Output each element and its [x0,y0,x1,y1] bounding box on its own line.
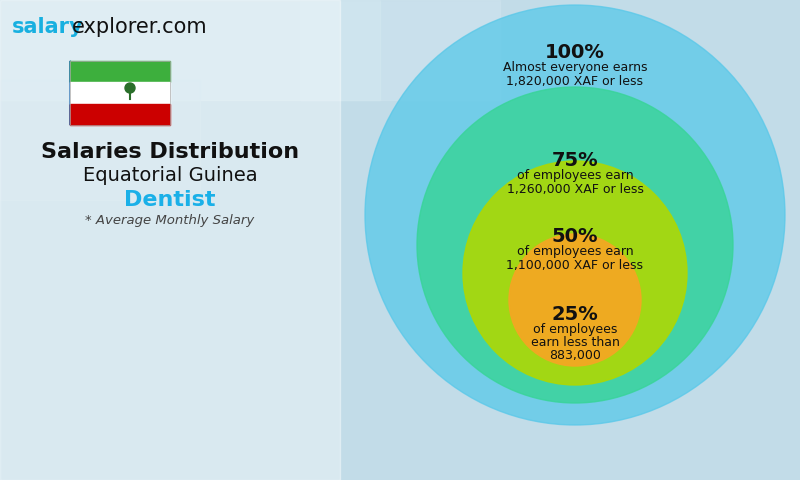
Polygon shape [70,61,116,125]
Text: * Average Monthly Salary: * Average Monthly Salary [86,214,254,227]
Bar [70,104,170,125]
Bar [300,0,500,100]
Circle shape [125,83,135,93]
Bar [0,0,340,480]
Bar [0,0,380,100]
Text: 1,260,000 XAF or less: 1,260,000 XAF or less [506,182,643,195]
Bar [0,80,200,200]
Text: Almost everyone earns: Almost everyone earns [502,61,647,74]
Text: Salaries Distribution: Salaries Distribution [41,142,299,162]
Text: of employees earn: of employees earn [517,245,634,259]
Circle shape [417,87,733,403]
Text: 25%: 25% [552,305,598,324]
Text: 100%: 100% [545,44,605,62]
Text: 1,100,000 XAF or less: 1,100,000 XAF or less [506,259,643,272]
Text: 50%: 50% [552,228,598,247]
Text: Dentist: Dentist [124,190,216,210]
Bar [70,83,170,104]
Text: of employees earn: of employees earn [517,169,634,182]
Text: earn less than: earn less than [530,336,619,349]
Text: 75%: 75% [552,152,598,170]
Text: 1,820,000 XAF or less: 1,820,000 XAF or less [506,74,643,87]
Bar [70,61,170,83]
Circle shape [509,234,641,366]
Circle shape [365,5,785,425]
Bar [70,61,170,125]
Text: Equatorial Guinea: Equatorial Guinea [82,166,258,185]
Text: explorer.com: explorer.com [72,17,208,37]
Text: 883,000: 883,000 [549,349,601,362]
Text: of employees: of employees [533,324,617,336]
Text: salary: salary [12,17,84,37]
Circle shape [463,161,687,385]
